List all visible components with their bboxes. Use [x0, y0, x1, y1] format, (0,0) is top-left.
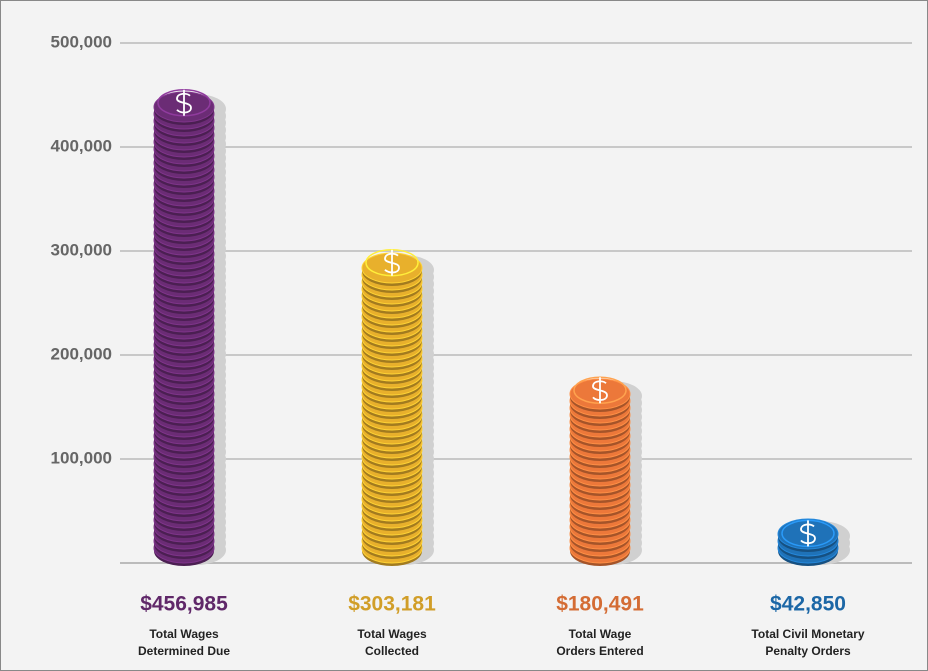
y-tick-label: 300,000 [51, 240, 112, 259]
y-tick-label: 200,000 [51, 344, 112, 363]
value-label: $42,850 [770, 593, 846, 616]
x-tick-label: Total Wage Orders Entered [550, 626, 650, 660]
x-tick-label: Total Civil Monetary Penalty Orders [738, 626, 878, 660]
value-label: $180,491 [556, 593, 644, 616]
coin-stack [362, 250, 434, 566]
x-tick-label: Total Wages Collected [342, 626, 442, 660]
frame [1, 1, 928, 671]
x-tick-label: Total Wages Determined Due [134, 626, 234, 660]
y-tick-label: 400,000 [51, 136, 112, 155]
coin-stack [570, 377, 642, 566]
coin-stack [778, 519, 850, 566]
y-tick-label: 500,000 [51, 32, 112, 51]
chart: 100,000 200,000 300,000 400,000 500,000 $456,… [0, 0, 928, 671]
value-label: $303,181 [348, 593, 436, 616]
chart-canvas: 100,000 200,000 300,000 400,000 500,000 $456,… [0, 0, 928, 671]
coin-stack [154, 90, 226, 566]
value-label: $456,985 [140, 593, 228, 616]
y-tick-label: 100,000 [51, 448, 112, 467]
